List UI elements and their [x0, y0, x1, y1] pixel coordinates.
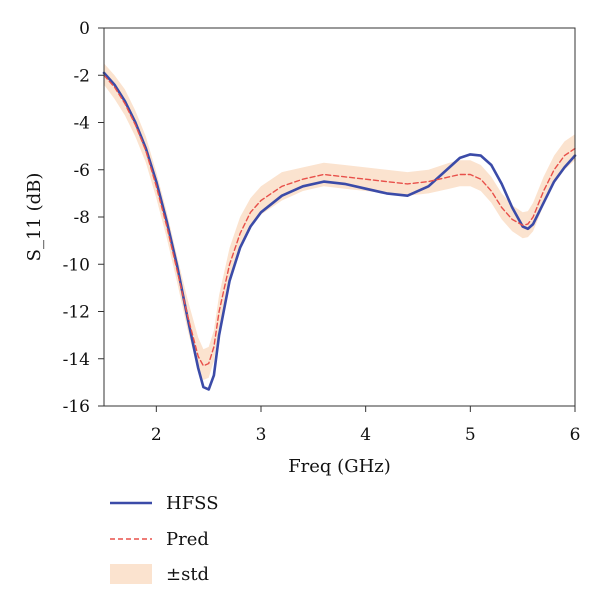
y-tick-label: -10	[63, 255, 90, 275]
legend-label: HFSS	[166, 493, 219, 514]
y-tick-label: -8	[73, 208, 90, 228]
y-tick-label: 0	[79, 19, 90, 39]
y-tick-label: -6	[73, 161, 90, 181]
y-tick-label: -4	[73, 114, 90, 134]
series-line-hfss	[102, 71, 577, 391]
legend-item-3: ±std	[110, 564, 209, 585]
legend-item-1: HFSS	[110, 493, 219, 514]
x-tick-label: 2	[151, 425, 162, 445]
x-tick-label: 5	[465, 425, 476, 445]
legend-swatch	[110, 564, 152, 584]
x-tick-label: 4	[360, 425, 371, 445]
y-tick-label: -12	[63, 303, 90, 323]
y-tick-label: -14	[63, 350, 90, 370]
legend-item-2: Pred	[110, 529, 209, 550]
y-tick-label: -16	[63, 397, 90, 417]
y-axis-ticks: 0 -2 -4 -6 -8 -10 -12 -14 -16	[63, 19, 104, 417]
legend-label: Pred	[166, 529, 209, 550]
x-tick-label: 3	[256, 425, 267, 445]
legend-label: ±std	[166, 564, 209, 585]
y-axis-label: S_11 (dB)	[24, 173, 45, 262]
x-axis-ticks: 2 3 4 5 6	[151, 406, 580, 445]
series-layer	[102, 71, 577, 391]
x-axis-label: Freq (GHz)	[288, 456, 391, 477]
legend: HFSS Pred ±std	[110, 493, 219, 585]
std-band-layer	[104, 63, 575, 381]
series-line-pred	[103, 74, 576, 367]
std-band	[104, 63, 575, 381]
y-tick-label: -2	[73, 66, 90, 86]
x-tick-label: 6	[570, 425, 581, 445]
